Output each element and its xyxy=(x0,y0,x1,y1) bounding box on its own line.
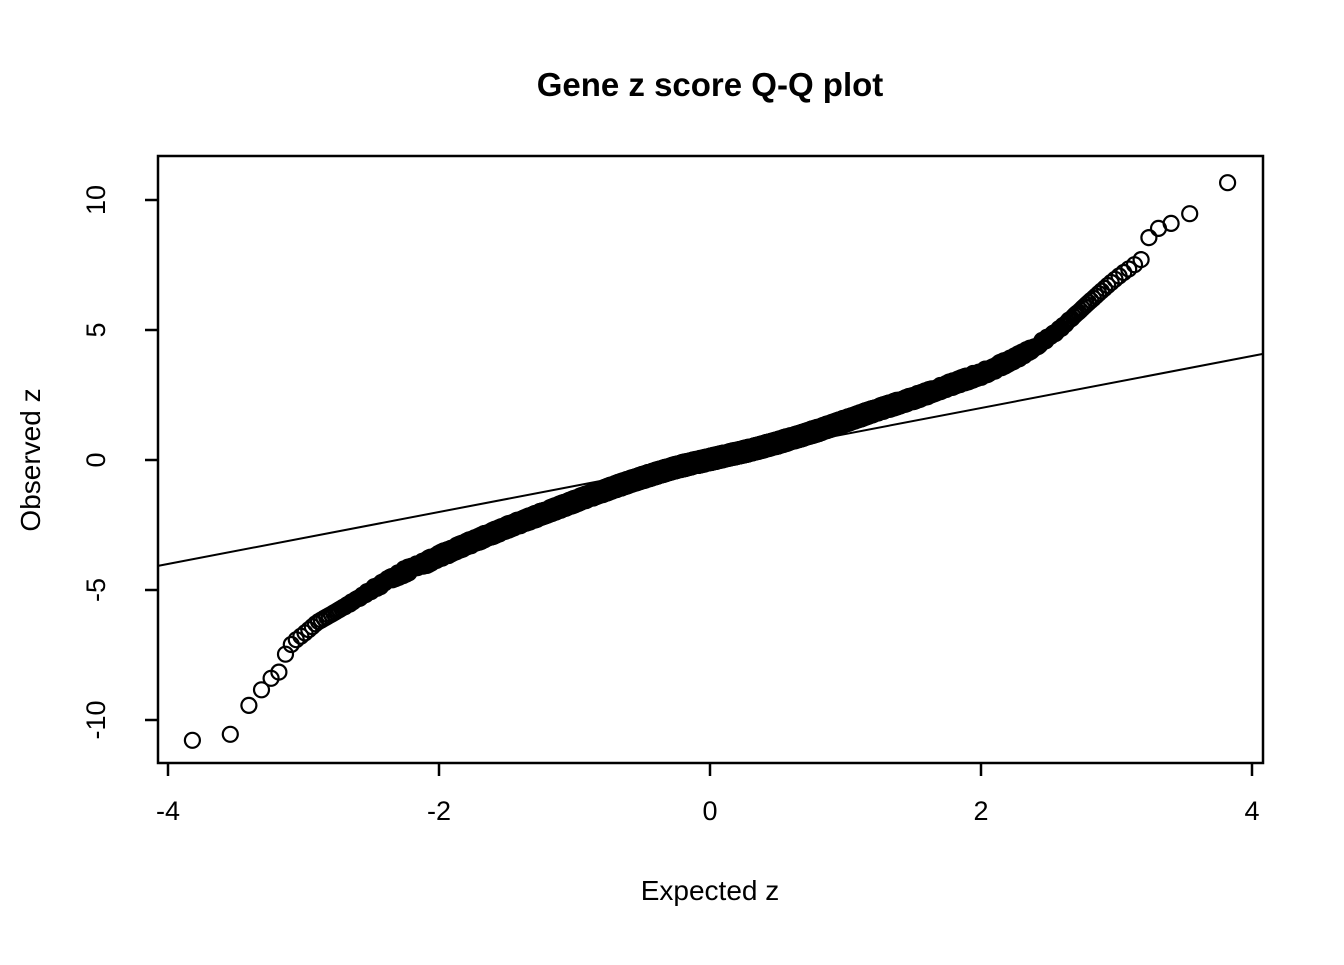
y-tick-label: -10 xyxy=(81,700,111,739)
x-tick-label: -4 xyxy=(156,796,180,826)
x-tick-label: 0 xyxy=(702,796,717,826)
x-axis-label: Expected z xyxy=(641,875,780,906)
x-tick-label: 4 xyxy=(1244,796,1259,826)
y-axis-label: Observed z xyxy=(15,388,46,531)
chart-title: Gene z score Q-Q plot xyxy=(537,66,884,103)
x-tick-label: -2 xyxy=(427,796,451,826)
y-tick-label: 5 xyxy=(81,322,111,337)
x-tick-label: 2 xyxy=(973,796,988,826)
y-tick-label: 0 xyxy=(81,452,111,467)
y-tick-label: -5 xyxy=(81,578,111,602)
y-tick-label: 10 xyxy=(81,185,111,215)
